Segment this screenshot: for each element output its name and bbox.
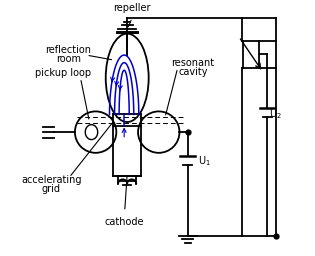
Text: U$_2$: U$_2$ xyxy=(269,108,282,121)
Text: reflection: reflection xyxy=(46,45,92,55)
Text: resonant: resonant xyxy=(171,58,215,68)
Text: grid: grid xyxy=(42,184,61,194)
Text: U$_1$: U$_1$ xyxy=(198,154,211,168)
Text: repeller: repeller xyxy=(113,3,151,13)
Text: room: room xyxy=(56,54,81,64)
Text: R: R xyxy=(248,44,256,54)
Bar xyxy=(243,41,259,68)
Text: cavity: cavity xyxy=(178,67,208,77)
Text: pickup loop: pickup loop xyxy=(35,68,91,78)
Circle shape xyxy=(138,111,180,153)
Circle shape xyxy=(75,111,116,153)
Text: cathode: cathode xyxy=(105,217,144,227)
Text: accelerating: accelerating xyxy=(21,175,82,185)
Ellipse shape xyxy=(106,34,149,122)
